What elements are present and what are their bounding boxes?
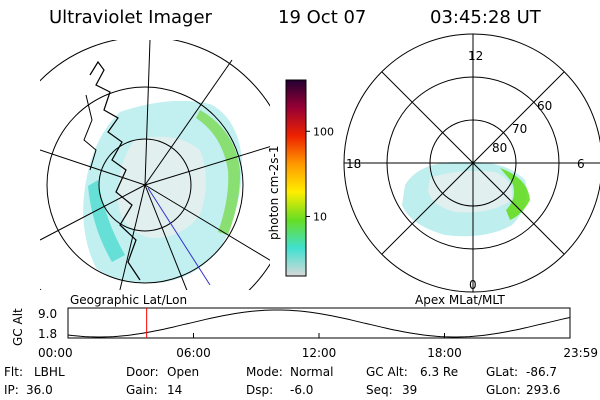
seq-label: Seq: (366, 383, 393, 397)
geo-panel-label: Geographic Lat/Lon (70, 293, 187, 307)
timeline-tick-label: 18:00 (427, 346, 462, 360)
mlt-label-6: 6 (577, 157, 585, 171)
altitude-curve (67, 309, 571, 338)
dsp-label: Dsp: (246, 383, 274, 397)
timeline-tick-label: 23:59 (563, 346, 598, 360)
color-bar-ticks: 100 10 (306, 125, 334, 223)
instrument-title: Ultraviolet Imager (49, 7, 212, 28)
lat-label-80: 80 (492, 141, 507, 155)
graticule (40, 40, 270, 290)
dsp-value: -6.0 (290, 383, 314, 397)
timeline-ymax: 9.0 (38, 307, 57, 321)
timeline-tick-label: 00:00 (38, 346, 73, 360)
mode-label: Mode: (246, 365, 283, 379)
aurora-bright-polar (500, 168, 530, 220)
glat-value: -86.7 (526, 365, 558, 379)
aurora-oval-inner (118, 136, 206, 239)
filter-label: Flt: (4, 365, 23, 379)
aurora-bright-arc (196, 110, 241, 235)
door-label: Door: (126, 365, 159, 379)
geographic-map (40, 40, 270, 290)
mlt-label-0: 0 (469, 278, 477, 292)
seq-value: 39 (402, 383, 418, 397)
altitude-timeline: GC Alt 9.0 1.8 00:00 06:00 12:00 18:00 23:59 (11, 307, 598, 360)
glat-label: GLat: (486, 365, 519, 379)
filter-value: LBHL (34, 365, 65, 379)
coastline-2 (83, 94, 97, 171)
timeline-ylabel: GC Alt (11, 308, 25, 346)
glon-label: GLon: (486, 383, 521, 397)
color-bar-label: photon cm-2s-1 (267, 146, 281, 241)
mlt-label-12: 12 (468, 49, 483, 63)
timeline-x-ticks: 00:00 06:00 12:00 18:00 23:59 (38, 333, 598, 360)
timeline-tick-label: 06:00 (176, 346, 211, 360)
terminator-line (147, 187, 211, 286)
glon-value: 293.6 (526, 383, 561, 397)
lat-label-60: 60 (537, 99, 552, 113)
door-value: Open (167, 365, 200, 379)
observation-date: 19 Oct 07 (278, 7, 367, 28)
ip-value: 36.0 (26, 383, 53, 397)
gain-value: 14 (167, 383, 183, 397)
lat-label-70: 70 (512, 122, 527, 136)
gain-label: Gain: (126, 383, 158, 397)
gcalt-value: 6.3 Re (420, 365, 459, 379)
color-bar: 100 10 photon cm-2s-1 (267, 79, 334, 277)
observation-time: 03:45:28 UT (430, 7, 541, 28)
aurora-teal-patch (88, 180, 125, 262)
color-bar-tick-label: 100 (313, 125, 334, 138)
timeline-tick-label: 12:00 (302, 346, 337, 360)
polar-panel-label: Apex MLat/MLT (415, 293, 505, 307)
timeline-ymin: 1.8 (38, 327, 57, 341)
coastline (89, 60, 141, 281)
color-bar-tick-label: 10 (313, 210, 327, 223)
color-bar-gradient (285, 79, 307, 277)
polar-grid (343, 33, 600, 293)
polar-plot: 12 18 6 0 60 70 80 (343, 33, 600, 293)
mlt-label-18: 18 (346, 157, 361, 171)
mode-value: Normal (290, 365, 334, 379)
ip-label: IP: (4, 383, 19, 397)
gcalt-label: GC Alt: (366, 365, 408, 379)
